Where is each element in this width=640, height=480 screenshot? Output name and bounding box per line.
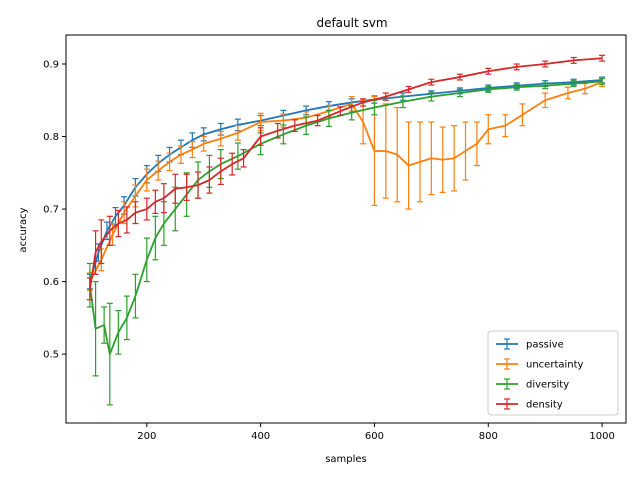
- plot-frame: [65, 34, 627, 424]
- x-tick-label: 600: [365, 431, 384, 442]
- legend-label-density: density: [526, 400, 563, 411]
- legend-label-passive: passive: [526, 340, 564, 351]
- series-line-density: [89, 57, 603, 289]
- x-tick-label: 1000: [589, 431, 614, 442]
- x-tick-label: 400: [251, 431, 270, 442]
- y-axis: 0.5 0.6 0.7 0.8 0.9: [43, 60, 66, 361]
- legend-label-diversity: diversity: [526, 380, 569, 391]
- series-line-diversity: [89, 80, 603, 355]
- legend-box: [487, 330, 619, 416]
- series-line-passive: [89, 79, 603, 282]
- series-density: [86, 54, 606, 301]
- y-tick-label: 0.6: [43, 277, 59, 288]
- x-axis-label: samples: [325, 454, 367, 465]
- x-tick-label: 200: [137, 431, 156, 442]
- chart-title: default svm: [316, 16, 387, 30]
- series-uncertainty: [86, 77, 606, 291]
- y-axis-label: accuracy: [18, 207, 29, 252]
- y-tick-label: 0.9: [43, 60, 59, 71]
- series-line-uncertainty: [89, 81, 603, 282]
- plot-area: [86, 54, 606, 406]
- legend-label-uncertainty: uncertainty: [526, 360, 584, 371]
- x-tick-label: 800: [479, 431, 498, 442]
- x-axis: 200 400 600 800 1000: [137, 423, 615, 442]
- y-tick-label: 0.8: [43, 132, 59, 143]
- y-tick-label: 0.7: [43, 205, 59, 216]
- y-tick-label: 0.5: [43, 350, 59, 361]
- legend: passive uncertainty diversity density: [487, 330, 619, 416]
